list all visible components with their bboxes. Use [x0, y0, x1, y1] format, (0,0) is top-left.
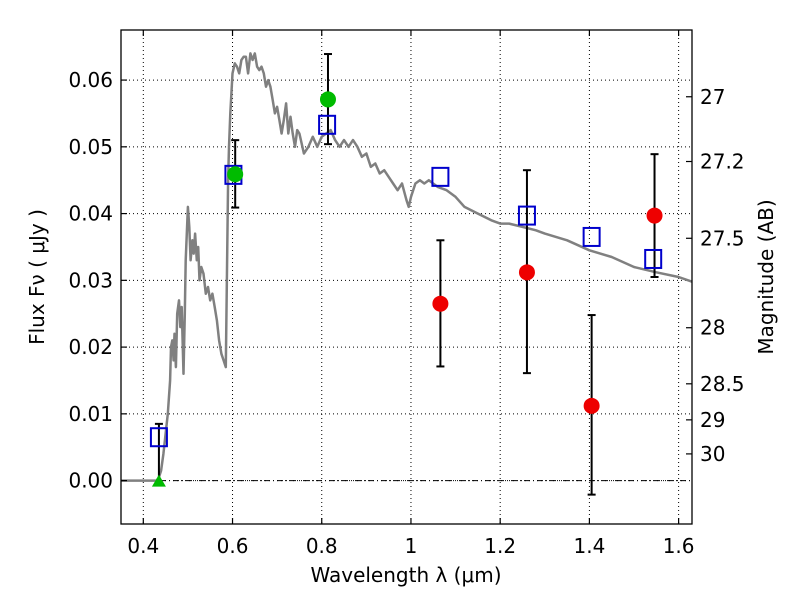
y2-tick-label: 29: [700, 408, 725, 432]
model-square-marker: [582, 226, 601, 247]
y2-axis-title: Magnitude (AB): [754, 199, 778, 354]
ticks-layer: 0.4 0.6 0.8 1 1.2 1.4 1.6 0.00 0.01 0.02 0.03 0.04 0…: [68, 30, 745, 558]
green-point: [319, 91, 336, 108]
x-tick-label: 1.4: [573, 534, 605, 558]
y2-tick-label: 28.5: [700, 372, 745, 396]
y2-tick-label: 27.5: [700, 226, 745, 250]
y-tick-label: 0.02: [68, 335, 113, 359]
y2-tick-label: 27: [700, 85, 725, 109]
model-square-marker: [644, 248, 663, 269]
red-point: [518, 264, 535, 281]
y-tick-label: 0.05: [68, 135, 113, 159]
y-tick-label: 0.06: [68, 68, 113, 92]
x-tick-label: 1.6: [663, 534, 695, 558]
red-point: [432, 295, 449, 312]
grid: [121, 30, 692, 524]
model-square-marker: [318, 114, 337, 135]
y-tick-label: 0.04: [68, 202, 113, 226]
plot-frame: [120, 29, 693, 525]
red-point: [583, 397, 600, 414]
y2-tick-label: 28: [700, 316, 725, 340]
x-tick-label: 1.2: [484, 534, 516, 558]
x-tick-label: 1: [405, 534, 418, 558]
sed-model-line: [121, 52, 693, 482]
y-tick-label: 0.00: [68, 469, 113, 493]
model-square-marker: [149, 427, 168, 448]
x-axis-title: Wavelength λ (μm): [310, 563, 501, 587]
x-tick-label: 0.4: [127, 534, 159, 558]
upper-limit-triangle: [151, 474, 166, 487]
plot-layer: [121, 52, 693, 496]
red-point: [646, 207, 663, 224]
y2-tick-label: 30: [700, 442, 725, 466]
model-square-marker: [517, 205, 536, 226]
y-axis-title: Flux Fν ( μJy ): [25, 209, 49, 345]
model-square-marker: [431, 166, 450, 187]
x-tick-label: 0.6: [217, 534, 249, 558]
y-tick-label: 0.01: [68, 402, 113, 426]
green-point: [227, 166, 244, 183]
y-tick-label: 0.03: [68, 268, 113, 292]
x-tick-label: 0.8: [306, 534, 338, 558]
y2-tick-label: 27.2: [700, 150, 745, 174]
